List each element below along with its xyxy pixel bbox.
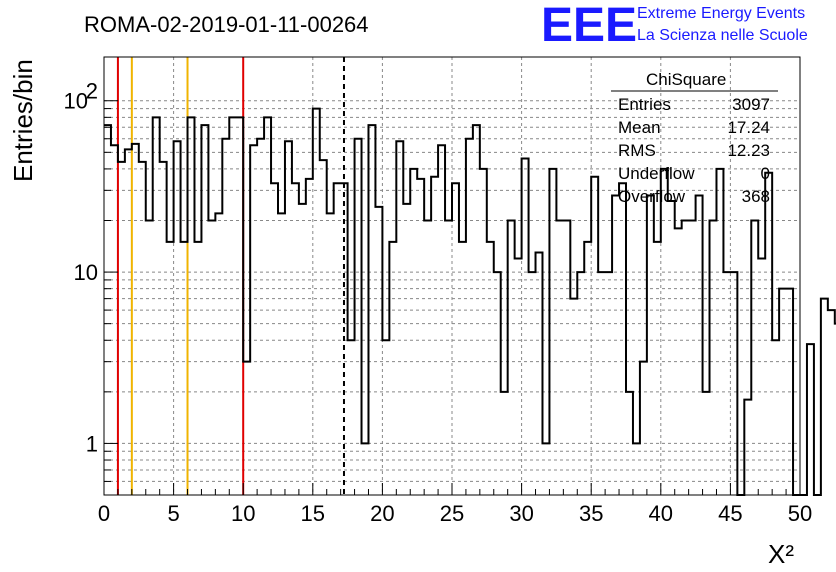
plot-title: ROMA-02-2019-01-11-00264 [84,12,369,37]
y-tick-label: 10 [74,260,98,285]
x-axis-title: X² [768,539,794,569]
x-axis: 0 5 10 15 20 25 30 35 40 45 50 [98,483,812,526]
x-tick-label: 40 [649,501,673,526]
stats-underflow-value: 0 [761,164,770,183]
y-tick-label: 10 [64,89,88,114]
eee-logo-mark: EEE [541,0,637,52]
y-tick-label: 1 [86,431,98,456]
x-tick-label: 30 [509,501,533,526]
x-tick-label: 0 [98,501,110,526]
y-tick-exponent: 2 [86,79,98,104]
x-tick-label: 35 [579,501,603,526]
stats-rms-value: 12.23 [727,141,770,160]
x-tick-label: 5 [167,501,179,526]
x-tick-label: 10 [231,501,255,526]
histogram-line [104,107,836,496]
eee-logo-line1: Extreme Energy Events [637,5,805,22]
eee-logo: EEE Extreme Energy Events La Scienza nel… [541,0,808,52]
stats-mean-value: 17.24 [727,118,770,137]
y-axis-title: Entries/bin [8,59,38,182]
x-tick-label: 25 [440,501,464,526]
stats-overflow-value: 368 [742,187,770,206]
x-tick-label: 15 [301,501,325,526]
x-tick-label: 20 [370,501,394,526]
stats-entries-label: Entries [618,95,671,114]
stats-overflow-label: Overflow [618,187,686,206]
x-tick-label: 50 [788,501,812,526]
stats-box: ChiSquare Entries 3097 Mean 17.24 RMS 12… [611,70,778,206]
eee-logo-line2: La Scienza nelle Scuole [637,27,808,44]
stats-underflow-label: Underflow [618,164,695,183]
grid-lines [104,57,800,495]
stats-box-title: ChiSquare [646,70,726,89]
stats-entries-value: 3097 [732,95,770,114]
stats-mean-label: Mean [618,118,661,137]
stats-rms-label: RMS [618,141,656,160]
x-tick-label: 45 [718,501,742,526]
